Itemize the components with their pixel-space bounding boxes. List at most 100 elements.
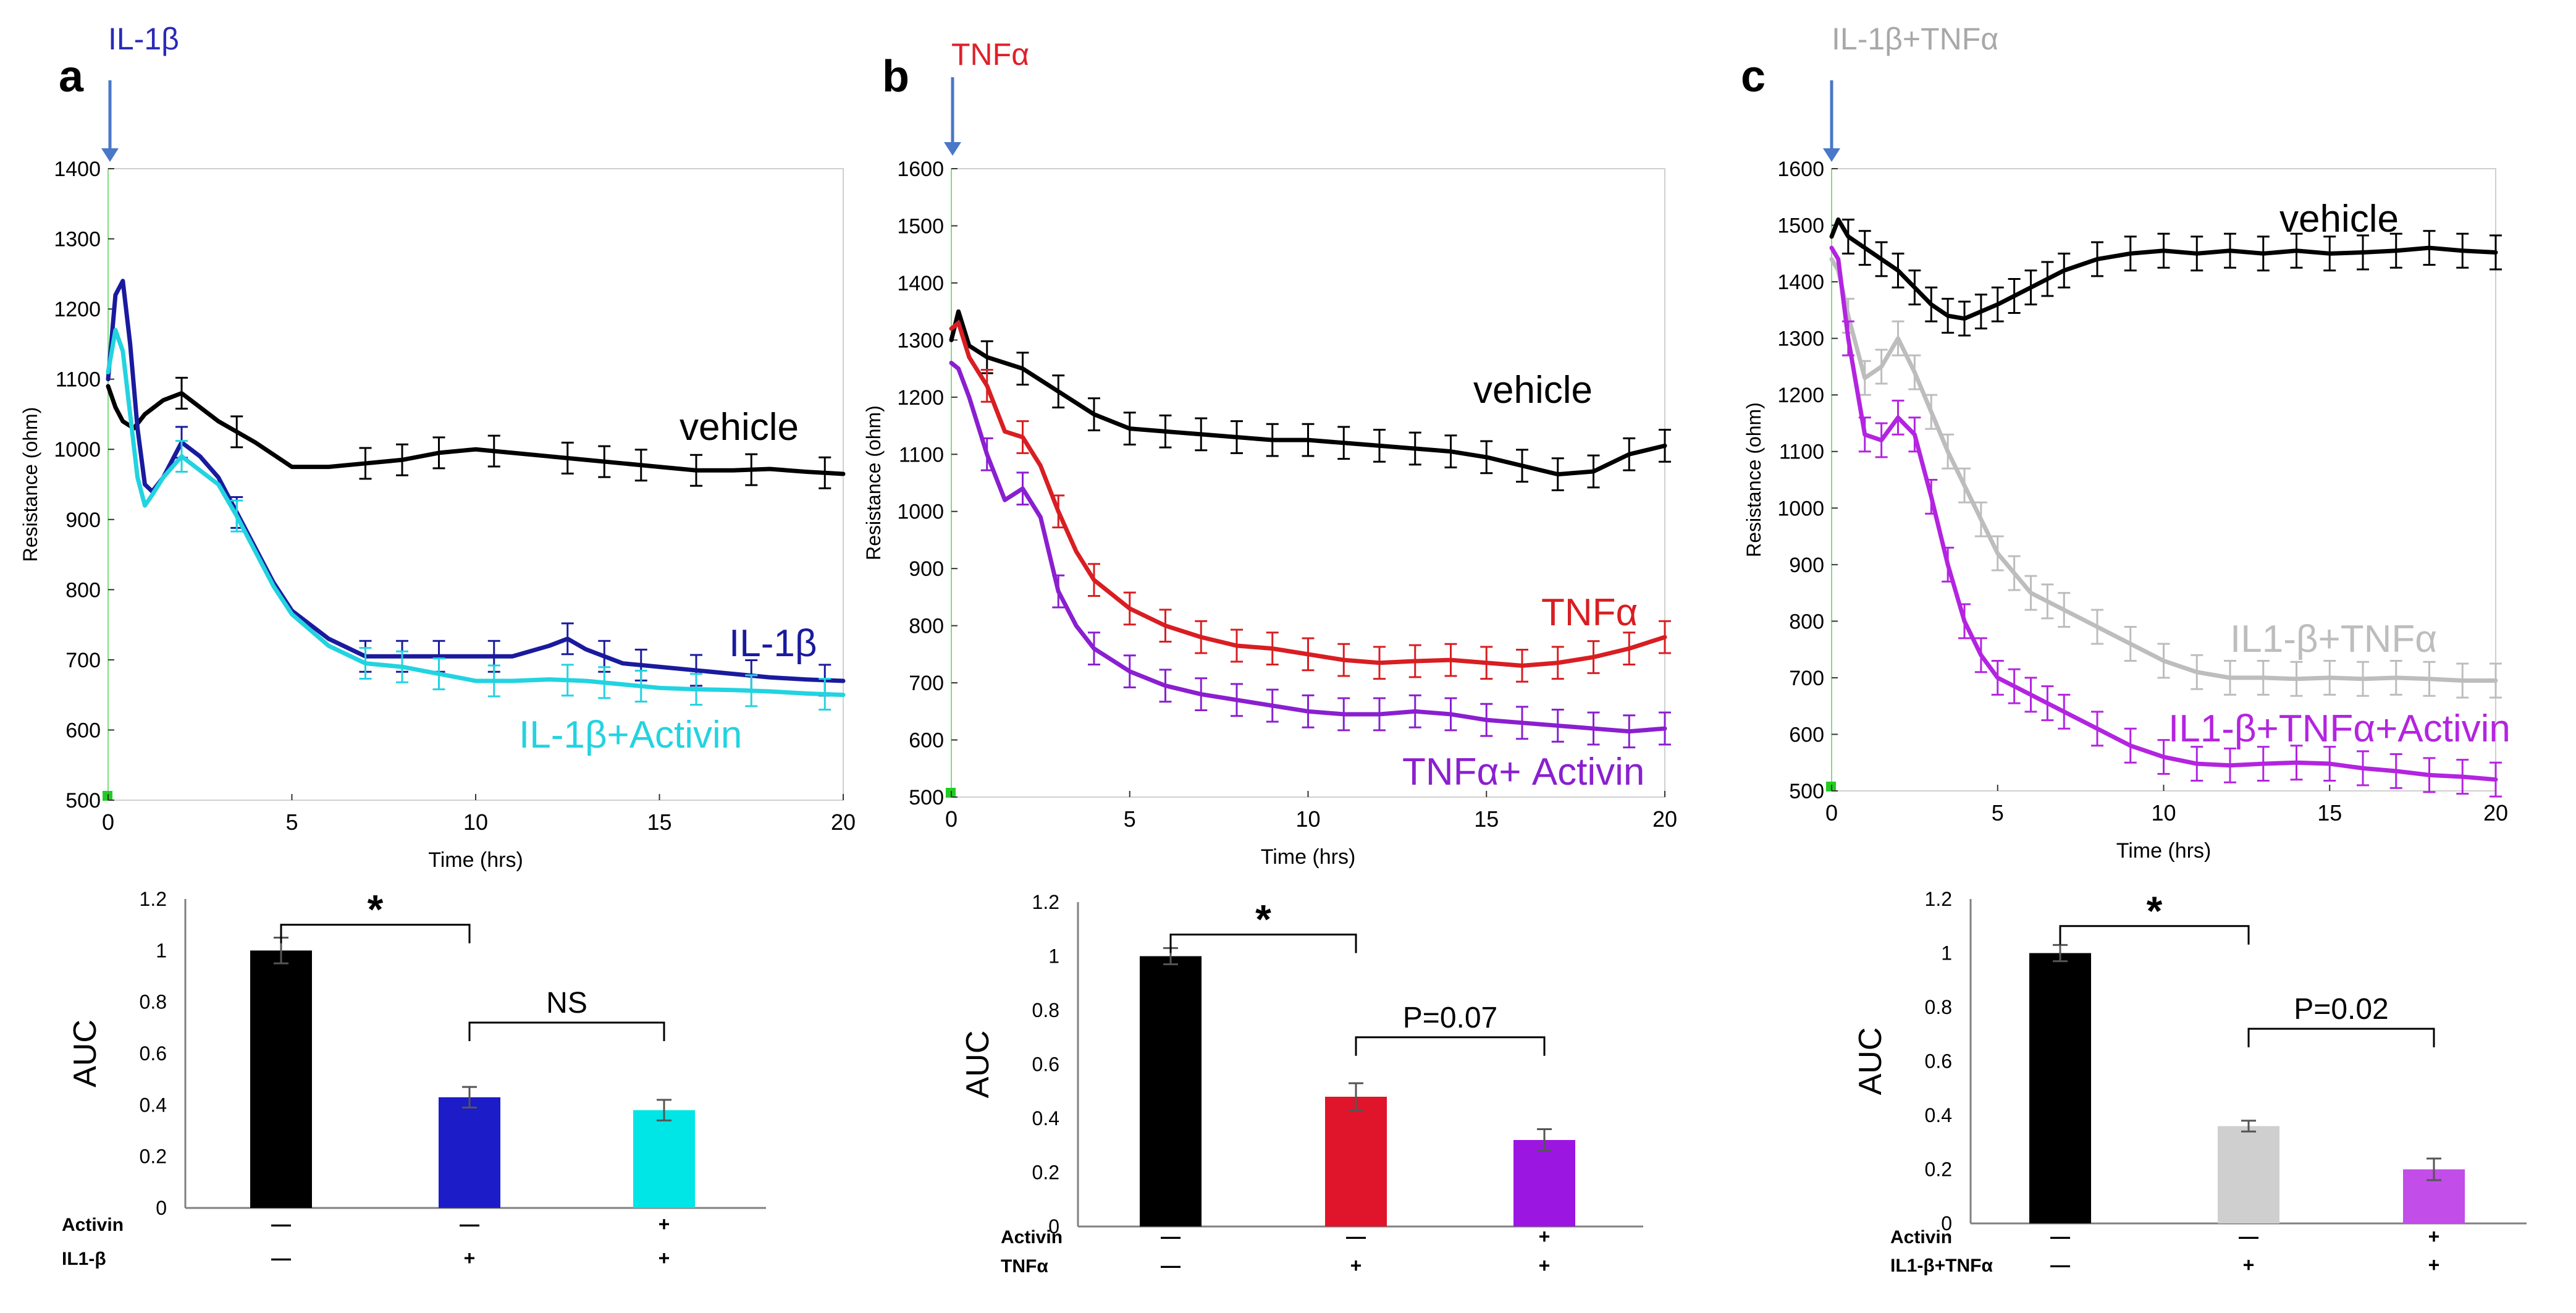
error-bar [1516, 449, 1528, 483]
stimulus-label-b: TNFα [951, 37, 1029, 72]
series-line-il1-tnf- [1829, 256, 2498, 683]
x-tick-label: 15 [1474, 806, 1499, 832]
bracket-label: * [368, 887, 384, 932]
error-bar [2389, 232, 2402, 269]
series-line-tnf-activin [949, 360, 1667, 734]
x-tick-label: 0 [945, 806, 958, 832]
error-bar [1942, 433, 1955, 470]
error-bar [2224, 232, 2236, 269]
error-bar [1892, 252, 1905, 289]
y-axis-label: AUC [960, 1031, 996, 1099]
error-bar [2224, 747, 2236, 783]
condition-mark: — [1346, 1225, 1366, 1248]
error-bar [2290, 745, 2303, 781]
y-tick-label: 1 [156, 939, 167, 961]
error-bar [1858, 416, 1871, 453]
error-bar [1337, 697, 1350, 732]
y-tick-label: 1400 [54, 158, 101, 181]
bar-1 [250, 950, 312, 1208]
error-bar [1974, 501, 1987, 538]
y-tick-label: 900 [65, 509, 101, 532]
y-tick-label: 0.2 [1925, 1159, 1952, 1181]
x-tick-label: 0 [102, 809, 114, 835]
error-bar [175, 440, 188, 473]
error-bar [1123, 654, 1136, 688]
y-tick-label: 0 [1941, 1212, 1952, 1235]
significance-bracket: * [1169, 897, 1357, 953]
y-axis-label: Resistance (ohm) [862, 405, 885, 560]
y-tick-label: 500 [1789, 780, 1824, 803]
y-tick-label: 1300 [54, 228, 101, 251]
y-tick-label: 0.6 [1032, 1053, 1059, 1076]
y-axis-label: AUC [67, 1020, 103, 1087]
error-bar [1016, 420, 1029, 454]
error-bar [1231, 628, 1243, 663]
error-bar [1159, 414, 1172, 449]
error-bar [1991, 286, 2004, 323]
y-tick-label: 1.2 [1925, 888, 1952, 910]
error-bar [2091, 711, 2103, 747]
error-bar [359, 647, 372, 680]
y-tick-label: 600 [1789, 723, 1824, 746]
x-tick-label: 10 [2151, 800, 2176, 825]
error-bar [1266, 631, 1279, 666]
y-tick-label: 800 [65, 578, 101, 602]
condition-mark: + [2428, 1254, 2440, 1276]
series-label: vehicle [2279, 198, 2399, 240]
bracket-line [1169, 934, 1357, 953]
panel-letter-a: a [59, 52, 84, 101]
error-bar [1623, 714, 1636, 749]
error-bar [561, 622, 574, 656]
y-tick-label: 1400 [897, 272, 944, 295]
bar-2 [2218, 1126, 2279, 1223]
x-tick-label: 5 [1124, 806, 1136, 832]
error-bar [1942, 298, 1955, 334]
error-bar [2124, 235, 2137, 272]
y-tick-label: 0.4 [140, 1094, 167, 1116]
error-bar [1159, 669, 1172, 703]
error-bar [2008, 555, 2021, 591]
condition-mark: + [1350, 1254, 1362, 1277]
error-bar [2058, 252, 2071, 289]
error-bar [2124, 626, 2137, 662]
error-bar [2290, 232, 2303, 269]
error-bar [2323, 235, 2336, 272]
error-bar [980, 437, 993, 471]
bar-2 [439, 1097, 500, 1208]
error-bar [1908, 354, 1921, 391]
y-tick-label: 1 [1941, 942, 1952, 965]
error-bar [1444, 434, 1457, 469]
error-bar [2490, 761, 2502, 798]
error-bar [2024, 269, 2037, 306]
y-tick-label: 600 [65, 719, 101, 742]
error-bar [2157, 643, 2170, 679]
error-bar [1088, 397, 1100, 431]
condition-row-label: IL1-β+TNFα [1890, 1256, 1993, 1276]
error-bar [2290, 661, 2303, 697]
significance-bracket: P=0.07 [1355, 1002, 1546, 1056]
y-tick-label: 0.8 [140, 991, 167, 1013]
error-bar [2091, 609, 2103, 645]
error-bar [2323, 746, 2336, 782]
error-bar [1408, 694, 1421, 728]
error-bar [487, 664, 500, 698]
y-tick-label: 1100 [1779, 441, 1824, 464]
bar-error-bar [2053, 944, 2068, 963]
error-bar [2024, 677, 2037, 713]
error-bar [2024, 575, 2037, 611]
y-tick-label: 0.6 [1925, 1050, 1952, 1073]
error-bar [1587, 640, 1600, 674]
condition-mark: — [1161, 1254, 1181, 1277]
x-tick-label: 5 [285, 809, 298, 835]
error-bar [745, 674, 758, 707]
error-bar [1195, 677, 1208, 711]
panel-letter-b: b [882, 52, 909, 101]
bracket-label: NS [546, 987, 587, 1020]
series-label: vehicle [680, 406, 799, 449]
significance-bracket: NS [468, 987, 665, 1041]
error-bar [1623, 437, 1636, 471]
error-bar [2257, 659, 2270, 696]
line-chart-c: 500 600 700 800 900 1000 1100 1200 1300 1400 1500 1… [1743, 158, 2511, 863]
error-bar [2191, 235, 2203, 272]
error-bar [1659, 711, 1671, 746]
